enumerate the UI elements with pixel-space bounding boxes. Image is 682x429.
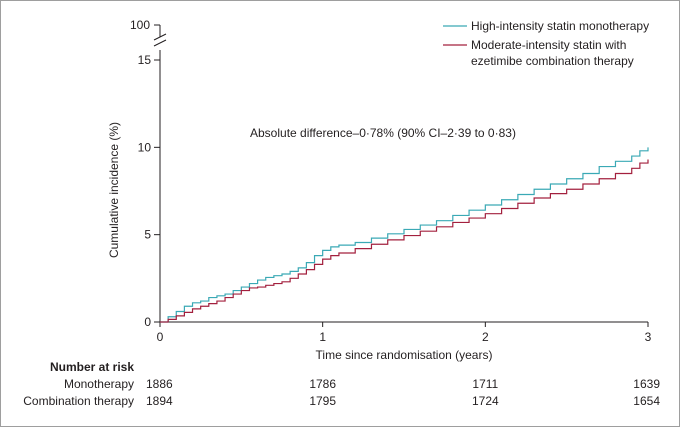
axis-ticks: 0 1 2 3 0 5 10 15	[138, 53, 652, 344]
series-layer	[160, 147, 649, 323]
legend-label-combination: Moderate-intensity statin with ezetimibe…	[471, 38, 634, 68]
risk-row-label-1: Combination therapy	[23, 394, 134, 408]
x-axis-title: Time since randomisation (years)	[316, 348, 493, 362]
y-tick-label-break: 100	[130, 18, 150, 32]
y-axis-title: Cumulative incidence (%)	[107, 122, 121, 258]
risk-value-0-0: 1886	[146, 377, 173, 391]
risk-value-1-3: 1654	[633, 394, 660, 408]
y-tick-label-3: 15	[138, 53, 152, 67]
risk-table-heading: Number at risk	[50, 360, 134, 374]
y-tick-label-2: 10	[138, 140, 152, 154]
absolute-difference-annotation: Absolute difference–0·78% (90% CI–2·39 t…	[250, 126, 516, 140]
risk-value-1-2: 1724	[472, 394, 499, 408]
y-tick-label-1: 5	[144, 228, 151, 242]
x-tick-label-0: 0	[157, 330, 164, 344]
x-tick-label-2: 2	[482, 330, 489, 344]
risk-value-1-0: 1894	[146, 394, 173, 408]
axis-break-mark-lower	[153, 39, 167, 47]
legend-label-monotherapy: High-intensity statin monotherapy	[471, 19, 649, 33]
risk-value-1-1: 1795	[309, 394, 336, 408]
x-tick-label-1: 1	[319, 330, 326, 344]
series-line-0	[160, 147, 649, 323]
risk-value-0-3: 1639	[633, 377, 660, 391]
x-tick-label-3: 3	[645, 330, 652, 344]
risk-value-0-1: 1786	[309, 377, 336, 391]
risk-table: Monotherapy 1886 1786 1711 1639 Combination t…	[23, 377, 660, 408]
risk-row-label-0: Monotherapy	[64, 377, 134, 391]
risk-value-0-2: 1711	[472, 377, 498, 391]
series-line-1	[160, 159, 649, 323]
y-tick-label-0: 0	[144, 315, 151, 329]
